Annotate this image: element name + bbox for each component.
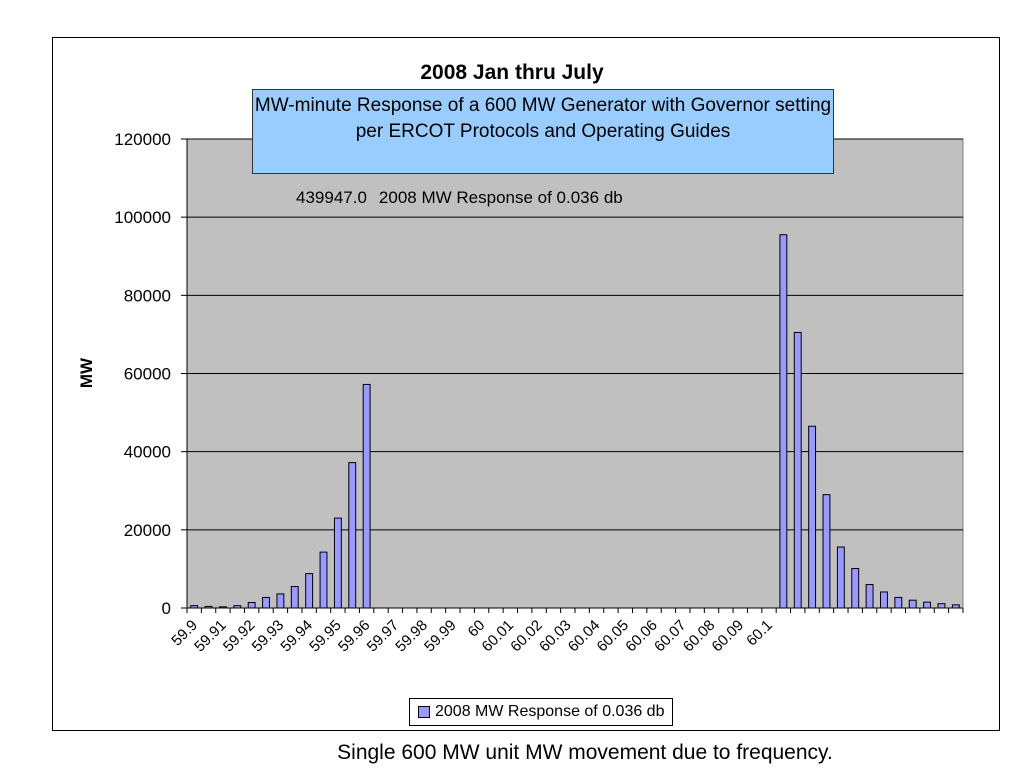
bar <box>779 234 788 609</box>
x-tick-label: 60.07 <box>651 617 690 656</box>
x-tick-label: 59.91 <box>191 617 230 656</box>
y-tick-label: 20000 <box>124 521 171 540</box>
bar <box>362 383 371 609</box>
x-tick-label: 60.08 <box>680 617 719 656</box>
annotation-label: 2008 MW Response of 0.036 db <box>378 188 623 207</box>
x-tick-label: 60.04 <box>565 617 604 656</box>
x-tick-label: 60.01 <box>479 617 518 656</box>
annotation: 439947.0 2008 MW Response of 0.036 db <box>296 188 635 208</box>
bar <box>894 596 903 609</box>
bar <box>908 599 917 609</box>
bar <box>808 425 817 609</box>
x-tick-label: 60.02 <box>507 617 546 656</box>
bar <box>851 568 860 609</box>
bar <box>937 603 946 609</box>
y-tick-label: 60000 <box>124 365 171 384</box>
x-tick-label: 60.03 <box>536 617 575 656</box>
y-tick-label: 120000 <box>114 130 171 149</box>
legend-swatch <box>418 706 430 718</box>
bar <box>923 601 932 609</box>
x-tick-label: 59.99 <box>421 617 460 656</box>
x-tick-label: 60.1 <box>743 617 776 650</box>
bar <box>333 517 342 609</box>
chart-title: 2008 Jan thru July <box>420 61 604 84</box>
caption: Single 600 MW unit MW movement due to fr… <box>337 741 833 764</box>
bar <box>305 573 314 609</box>
y-tick-label: 0 <box>162 599 171 618</box>
y-tick-label: 100000 <box>114 208 171 227</box>
bar <box>793 331 802 609</box>
subtitle-box: MW-minute Response of a 600 MW Generator… <box>252 89 834 174</box>
bar <box>836 546 845 609</box>
y-tick-label: 80000 <box>124 286 171 305</box>
x-tick-label: 60.09 <box>709 617 748 656</box>
bar <box>319 551 328 609</box>
x-tick-label: 59.96 <box>335 617 374 656</box>
x-tick-label: 59.95 <box>306 617 345 656</box>
bar <box>865 584 874 609</box>
legend: 2008 MW Response of 0.036 db <box>409 698 674 726</box>
x-tick-label: 59.98 <box>392 617 431 656</box>
x-tick-label: 60.06 <box>622 617 661 656</box>
legend-label: 2008 MW Response of 0.036 db <box>435 703 665 720</box>
x-tick-label: 60.05 <box>594 617 633 656</box>
bar <box>822 494 831 609</box>
bar <box>348 462 357 609</box>
x-tick-label: 59.97 <box>364 617 403 656</box>
x-tick-label: 59.94 <box>277 617 316 656</box>
bar <box>276 593 285 609</box>
y-axis-label: MW <box>77 357 96 388</box>
bar <box>247 602 256 609</box>
subtitle-text: MW-minute Response of a 600 MW Generator… <box>254 95 832 142</box>
x-tick-label: 59.92 <box>220 617 259 656</box>
bar <box>262 596 270 609</box>
x-tick-label: 59.93 <box>249 617 288 656</box>
bar <box>290 586 299 609</box>
y-tick-label: 40000 <box>124 443 171 462</box>
annotation-value: 439947.0 <box>296 188 367 207</box>
bar <box>880 591 888 609</box>
